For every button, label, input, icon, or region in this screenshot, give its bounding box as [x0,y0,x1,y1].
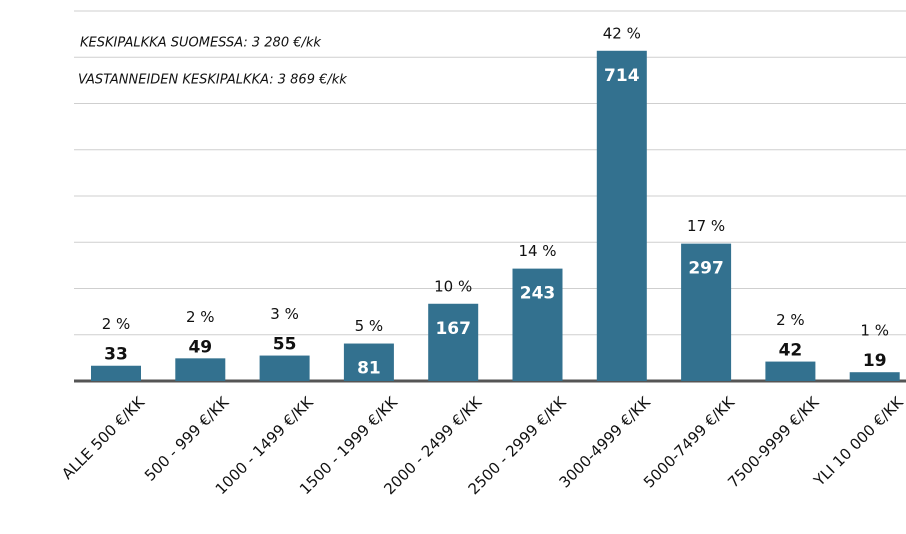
value-label: 167 [435,319,471,339]
value-label: 81 [357,359,381,379]
value-label: 297 [688,259,724,279]
percent-label: 1 % [860,322,889,340]
bar [175,358,226,381]
percent-label: 42 % [603,24,641,42]
bar [765,361,816,381]
bar [259,355,310,381]
value-label: 49 [188,337,212,357]
value-label: 714 [604,66,640,86]
value-label: 55 [273,335,297,355]
annotation: KESKIPALKKA SUOMESSA: 3 280 €/kk [80,36,321,51]
percent-label: 10 % [434,277,472,295]
x-tick-label: 500 - 999 €/KK [141,392,233,484]
x-tick-label: ALLE 500 €/KK [58,392,149,483]
bar [596,50,647,382]
x-tick-label: 7500-9999 €/KK [724,392,823,491]
value-label: 19 [863,351,887,371]
annotation: VASTANNEIDEN KESKIPALKKA: 3 869 €/kk [78,73,347,88]
percent-label: 14 % [518,242,556,260]
x-tick-label: 3000-4999 €/KK [556,392,655,491]
value-label: 42 [779,341,803,361]
percent-label: 2 % [102,315,131,333]
bar [512,268,563,381]
bar [343,343,394,381]
x-tick-label: YLI 10 000 €/KK [810,392,906,490]
bar [428,303,479,381]
bar [91,365,141,381]
bar [681,243,732,381]
percent-label: 2 % [186,308,215,326]
bar [849,372,900,381]
value-label: 243 [520,284,556,304]
percent-label: 3 % [270,305,299,323]
x-tick-label: 5000-7499 €/KK [640,392,739,491]
percent-label: 17 % [687,217,725,235]
value-label: 33 [104,345,128,365]
percent-label: 5 % [355,317,384,335]
percent-label: 2 % [776,311,805,329]
